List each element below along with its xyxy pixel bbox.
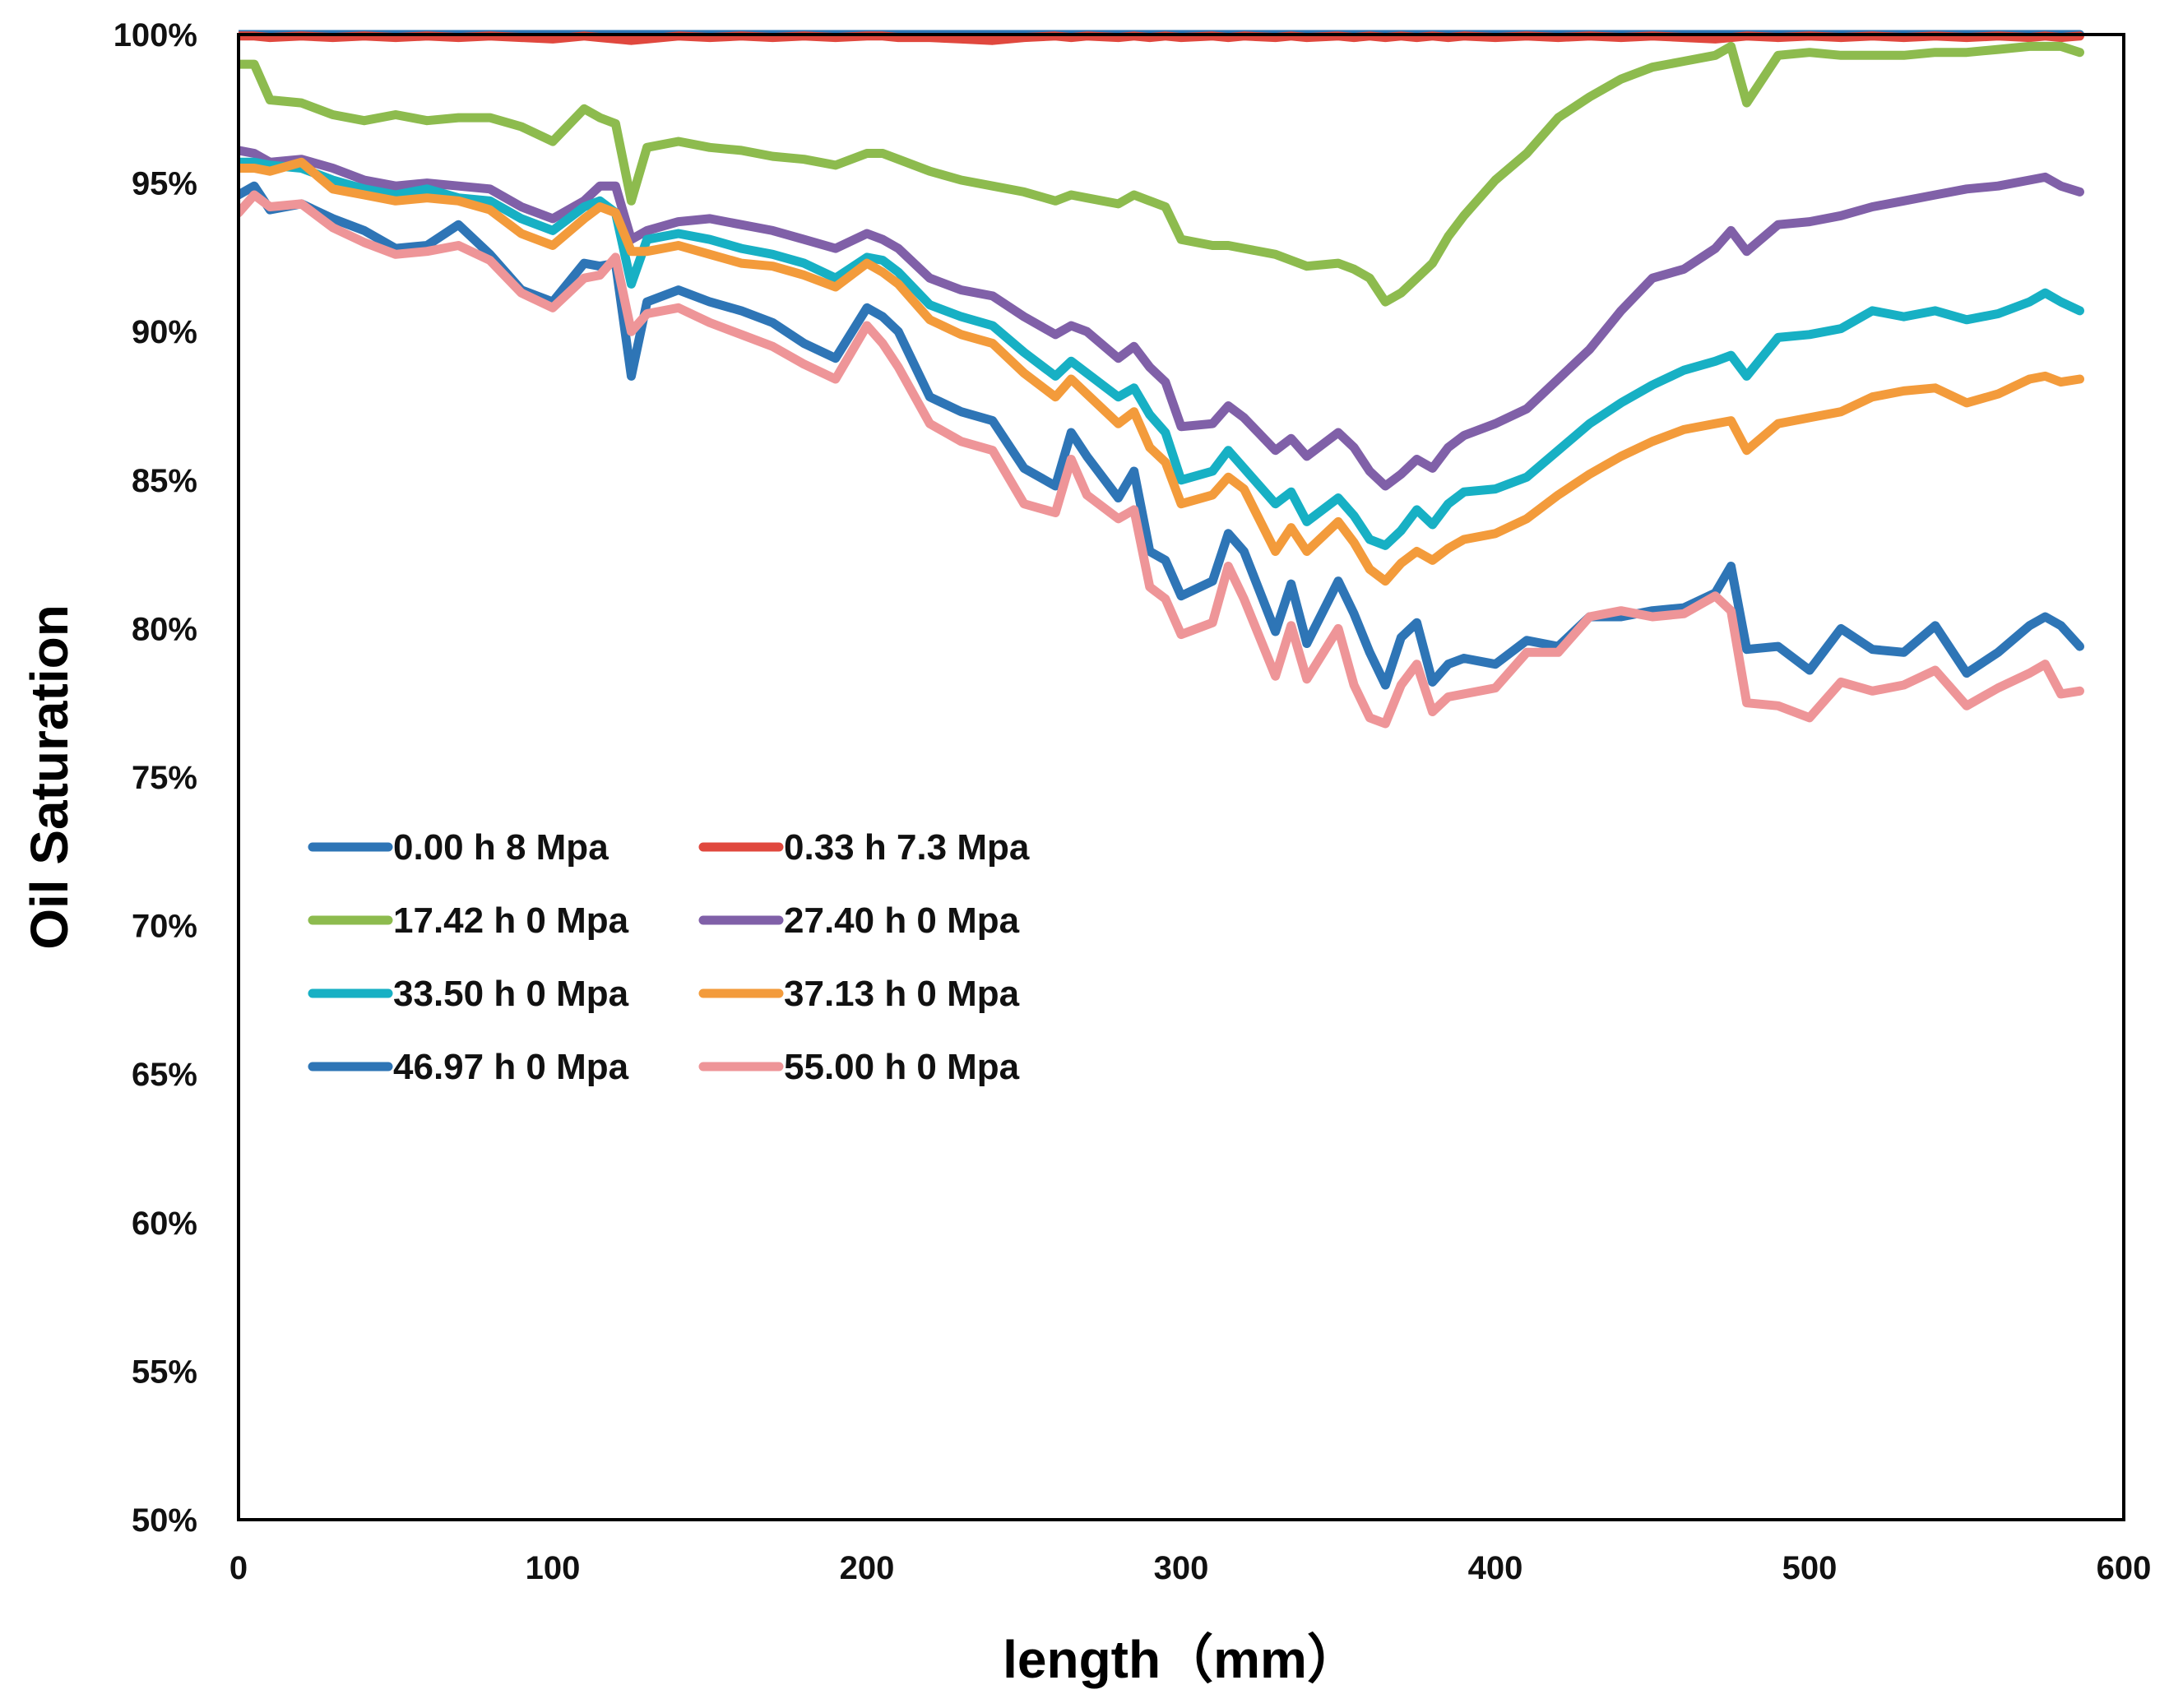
legend-label-6: 37.13 h 0 Mpa [784, 974, 1020, 1014]
y-tick-label: 55% [132, 1354, 197, 1390]
x-tick-label: 0 [229, 1550, 248, 1586]
y-tick-label: 85% [132, 463, 197, 499]
y-tick-label: 70% [132, 909, 197, 945]
series-line-8 [239, 190, 2084, 729]
x-tick-label: 300 [1154, 1550, 1209, 1586]
legend-label-5: 33.50 h 0 Mpa [393, 974, 629, 1014]
series-line-7 [239, 181, 2084, 690]
y-tick-label: 50% [132, 1502, 197, 1539]
series-line-3 [239, 41, 2084, 307]
x-tick-label: 500 [1782, 1550, 1838, 1586]
series-line-6 [239, 157, 2084, 586]
legend-label-8: 55.00 h 0 Mpa [784, 1047, 1020, 1087]
series-line-5 [239, 157, 2084, 550]
series-line-4 [239, 146, 2084, 491]
y-tick-label: 60% [132, 1206, 197, 1242]
series-line-2 [239, 31, 2084, 45]
legend-label-4: 27.40 h 0 Mpa [784, 900, 1020, 941]
legend-label-1: 0.00 h 8 Mpa [393, 827, 609, 868]
y-tick-label: 90% [132, 314, 197, 350]
series-lines [239, 30, 2084, 729]
x-tick-label: 200 [840, 1550, 895, 1586]
y-axis-title: Oil Saturation [20, 604, 79, 950]
x-axis-ticks: 0 100 200 300 400 500 600 [229, 1550, 2152, 1586]
x-axis-title: length（mm） [1003, 1630, 1360, 1689]
y-axis-ticks: 50% 55% 60% 65% 70% 75% 80% 85% 90% 95% 100% [114, 17, 197, 1539]
x-tick-label: 400 [1468, 1550, 1523, 1586]
y-tick-label: 95% [132, 166, 197, 202]
y-tick-label: 100% [114, 17, 197, 53]
y-tick-label: 80% [132, 611, 197, 647]
legend: 0.00 h 8 Mpa 0.33 h 7.3 Mpa 17.42 h 0 Mpa 2… [308, 827, 1030, 1087]
legend-label-3: 17.42 h 0 Mpa [393, 900, 629, 941]
plot-area-border [237, 33, 2125, 1521]
x-tick-label: 100 [526, 1550, 581, 1586]
y-tick-label: 75% [132, 760, 197, 796]
legend-label-2: 0.33 h 7.3 Mpa [784, 827, 1030, 868]
y-tick-label: 65% [132, 1057, 197, 1093]
legend-label-7: 46.97 h 0 Mpa [393, 1047, 629, 1087]
x-tick-label: 600 [2097, 1550, 2152, 1586]
